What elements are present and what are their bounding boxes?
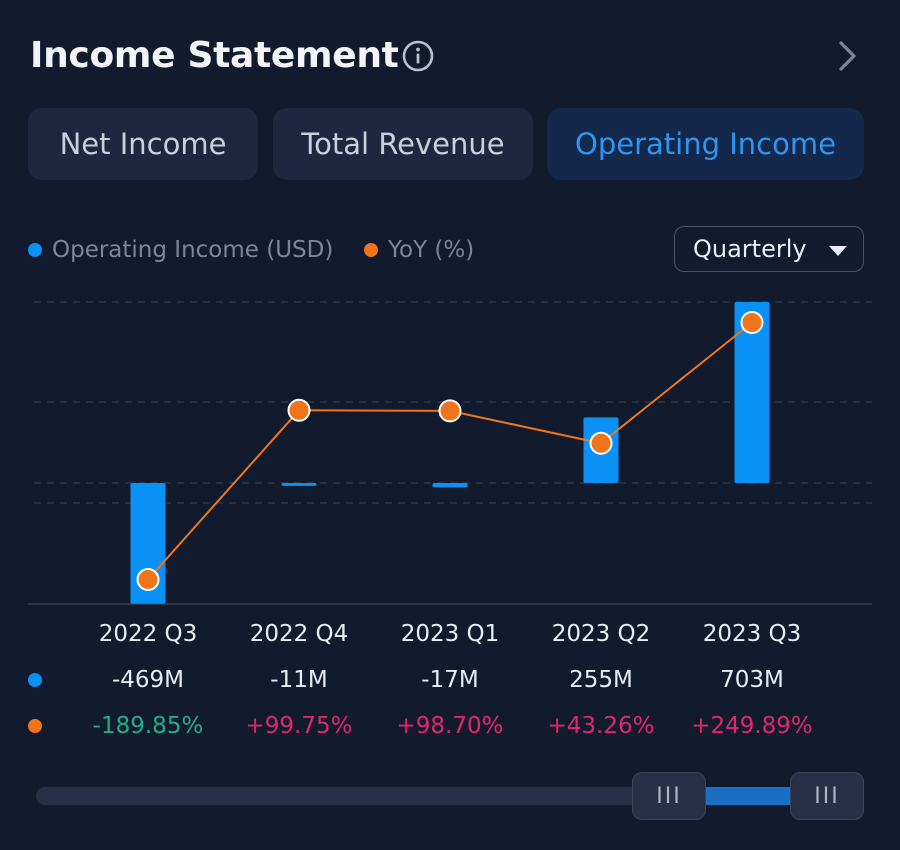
scroller-handle-right[interactable]: III [790, 772, 864, 820]
legend-label-operating-income: Operating Income (USD) [52, 237, 334, 263]
yoy-point-2023-q3[interactable] [740, 311, 764, 335]
x-tick-label: 2023 Q1 [400, 621, 500, 647]
values-row-dot [28, 673, 42, 687]
x-tick-label: 2023 Q2 [551, 621, 651, 647]
legend-dot-blue [28, 243, 42, 257]
scroller-handle-left[interactable]: III [632, 772, 706, 820]
yoy-row-dot [28, 719, 42, 733]
chevron-right-icon[interactable] [832, 40, 862, 72]
yoy-value: +98.70% [396, 713, 504, 739]
legend-label-yoy: YoY (%) [388, 237, 475, 263]
period-dropdown[interactable]: Quarterly [674, 226, 864, 272]
legend-item-operating-income: Operating Income (USD) [28, 228, 333, 272]
tab-operating-income[interactable]: Operating Income [547, 108, 864, 180]
yoy-point-2023-q1[interactable] [438, 399, 462, 423]
yoy-row: -189.85% +99.75% +98.70% +43.26% +249.89% [0, 706, 900, 746]
period-dropdown-value: Quarterly [693, 235, 807, 263]
yoy-point-2022-q4[interactable] [287, 398, 311, 422]
yoy-value: +99.75% [245, 713, 353, 739]
x-axis-labels: 2022 Q3 2022 Q4 2023 Q1 2023 Q2 2023 Q3 [0, 614, 900, 654]
x-tick-label: 2022 Q4 [249, 621, 349, 647]
operating-income-chart [28, 301, 872, 605]
values-row: -469M -11M -17M 255M 703M [0, 660, 900, 700]
operating-income-value: 703M [720, 667, 784, 693]
yoy-line [147, 321, 753, 581]
tab-net-income[interactable]: Net Income [28, 108, 258, 180]
yoy-value: +249.89% [691, 713, 813, 739]
bar-2023-q1[interactable] [432, 483, 468, 488]
legend-dot-orange [364, 243, 378, 257]
info-icon[interactable] [402, 40, 434, 72]
tab-total-revenue[interactable]: Total Revenue [273, 108, 533, 180]
chart-legend: Operating Income (USD) YoY (%) [28, 228, 488, 272]
range-scroller[interactable]: III III [36, 772, 864, 820]
bar-2022-q4[interactable] [281, 483, 317, 486]
yoy-point-2023-q2[interactable] [589, 431, 613, 455]
x-tick-label: 2022 Q3 [98, 621, 198, 647]
yoy-value: +43.26% [547, 713, 655, 739]
page-title: Income Statement [30, 35, 399, 76]
operating-income-value: -17M [421, 667, 479, 693]
legend-item-yoy: YoY (%) [364, 228, 474, 272]
operating-income-value: -11M [270, 667, 328, 693]
metric-tabs: Net Income Total Revenue Operating Incom… [28, 108, 864, 180]
x-tick-label: 2023 Q3 [702, 621, 802, 647]
operating-income-value: -469M [111, 667, 185, 693]
yoy-point-2022-q3[interactable] [136, 568, 160, 592]
header: Income Statement [30, 32, 870, 80]
bar-2023-q3[interactable] [734, 302, 770, 483]
operating-income-value: 255M [569, 667, 633, 693]
caret-down-icon [829, 246, 847, 256]
yoy-value: -189.85% [92, 713, 204, 739]
